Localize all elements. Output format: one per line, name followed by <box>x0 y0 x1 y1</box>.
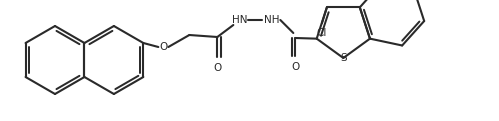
Text: Cl: Cl <box>317 28 327 38</box>
Text: O: O <box>291 62 299 72</box>
Text: O: O <box>159 42 168 52</box>
Text: HN: HN <box>232 15 247 25</box>
Text: S: S <box>340 53 347 63</box>
Text: NH: NH <box>263 15 279 25</box>
Text: O: O <box>213 63 222 73</box>
